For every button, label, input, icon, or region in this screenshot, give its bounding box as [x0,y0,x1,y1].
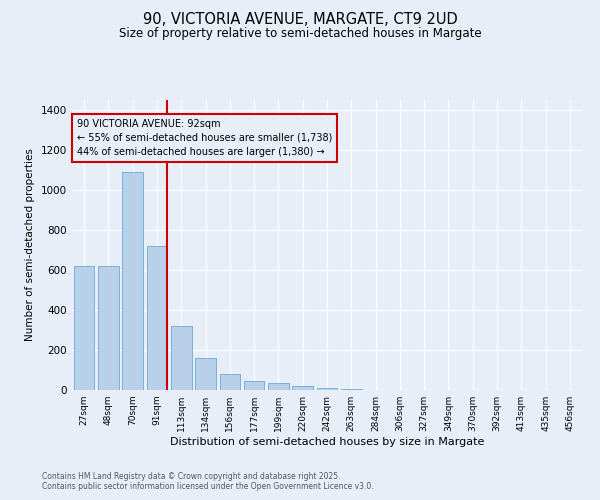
Bar [220,374,240,390]
Text: Contains public sector information licensed under the Open Government Licence v3: Contains public sector information licen… [42,482,374,491]
Bar [195,358,216,390]
Bar [317,388,337,390]
Bar [171,326,191,390]
Bar [146,246,167,390]
Text: Size of property relative to semi-detached houses in Margate: Size of property relative to semi-detach… [119,28,481,40]
Bar [341,389,362,390]
Bar [74,266,94,390]
Bar [244,381,265,390]
X-axis label: Distribution of semi-detached houses by size in Margate: Distribution of semi-detached houses by … [170,437,484,447]
Bar [268,383,289,390]
Text: Contains HM Land Registry data © Crown copyright and database right 2025.: Contains HM Land Registry data © Crown c… [42,472,341,481]
Y-axis label: Number of semi-detached properties: Number of semi-detached properties [25,148,35,342]
Bar [122,172,143,390]
Text: 90 VICTORIA AVENUE: 92sqm
← 55% of semi-detached houses are smaller (1,738)
44% : 90 VICTORIA AVENUE: 92sqm ← 55% of semi-… [77,119,332,157]
Text: 90, VICTORIA AVENUE, MARGATE, CT9 2UD: 90, VICTORIA AVENUE, MARGATE, CT9 2UD [143,12,457,28]
Bar [292,386,313,390]
Bar [98,266,119,390]
